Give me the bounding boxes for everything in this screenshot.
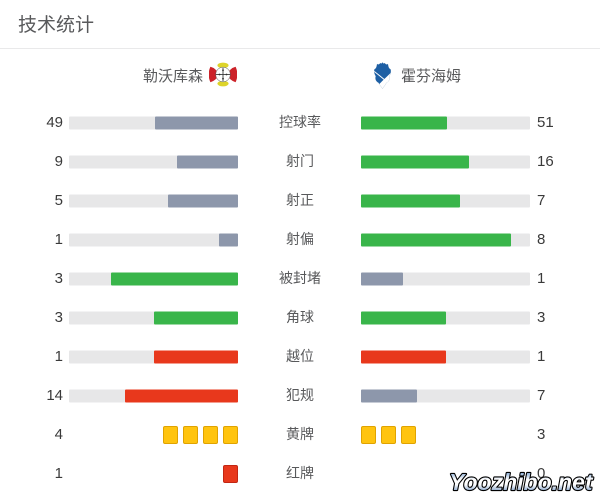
svg-text:Yoozhibo.net: Yoozhibo.net — [449, 469, 594, 495]
